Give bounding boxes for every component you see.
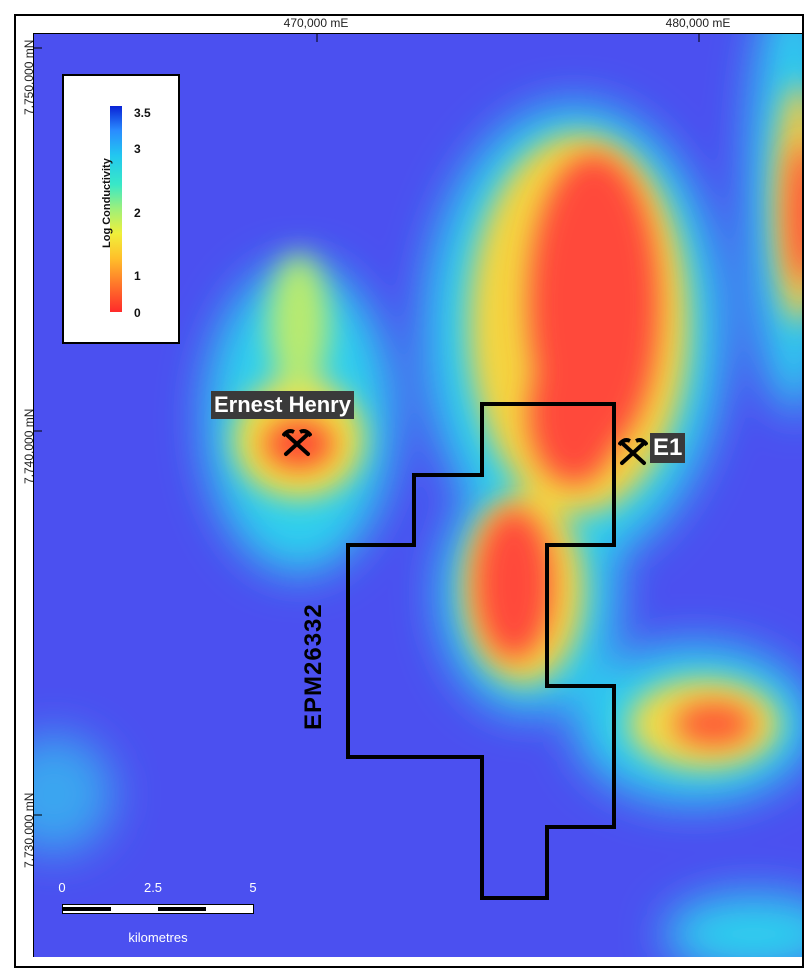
e1-label: E1 bbox=[650, 433, 686, 463]
legend-tick: 0 bbox=[134, 306, 141, 320]
conductivity-legend: 3.5 3 2 1 0 Log Conductivity bbox=[62, 74, 180, 344]
tenement-label: EPM26332 bbox=[300, 603, 327, 730]
legend-title: Log Conductivity bbox=[101, 158, 113, 248]
easting-label: 480,000 mE bbox=[665, 16, 731, 30]
scale-tick: 2.5 bbox=[143, 880, 163, 895]
legend-tick: 3 bbox=[134, 142, 141, 156]
scale-bar bbox=[62, 904, 254, 914]
tenement-boundary bbox=[346, 402, 616, 900]
scale-tick: 0 bbox=[58, 880, 66, 895]
scale-unit: kilometres bbox=[128, 930, 188, 945]
mine-icon bbox=[282, 429, 312, 456]
scale-tick: 5 bbox=[249, 880, 257, 895]
easting-label: 470,000 mE bbox=[283, 16, 349, 30]
legend-tick: 2 bbox=[134, 206, 141, 220]
legend-tick: 3.5 bbox=[134, 106, 151, 120]
ernest-henry-label: Ernest Henry bbox=[211, 391, 354, 419]
color-ramp bbox=[110, 106, 122, 312]
legend-tick: 1 bbox=[134, 269, 141, 283]
mine-icon bbox=[618, 438, 648, 465]
